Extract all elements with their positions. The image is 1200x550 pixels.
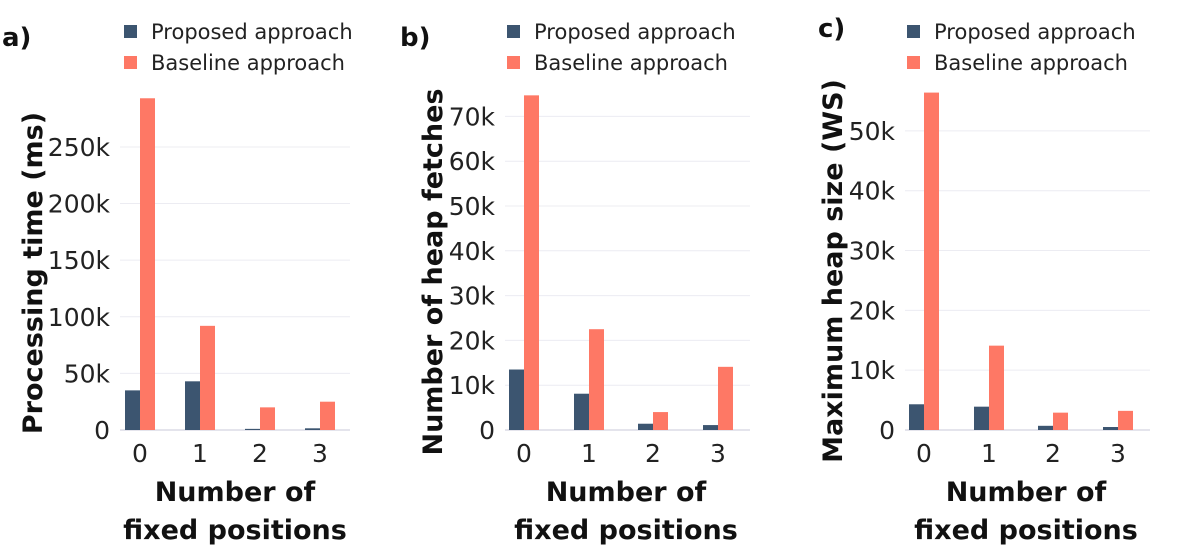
x-tick-label: 1 bbox=[981, 439, 997, 468]
bar-proposed bbox=[574, 393, 589, 430]
x-axis-label-line2: fixed positions bbox=[914, 515, 1138, 546]
y-axis-label: Maximum heap size (WS) bbox=[818, 79, 849, 463]
y-tick-label: 40k bbox=[849, 177, 896, 206]
x-tick-label: 2 bbox=[645, 439, 661, 468]
x-axis-label-line2: fixed positions bbox=[123, 515, 347, 546]
x-axis-label-line2: fixed positions bbox=[514, 515, 738, 546]
legend-label: Baseline approach bbox=[151, 51, 345, 75]
bar-proposed bbox=[185, 381, 200, 430]
y-tick-label: 100k bbox=[48, 303, 111, 332]
y-tick-label: 30k bbox=[449, 282, 496, 311]
y-axis-label: Processing time (ms) bbox=[18, 112, 49, 434]
x-tick-label: 2 bbox=[252, 439, 268, 468]
legend-swatch bbox=[907, 25, 920, 38]
x-tick-label: 3 bbox=[710, 439, 726, 468]
y-tick-label: 0 bbox=[94, 416, 110, 445]
panel-label: b) bbox=[400, 23, 431, 53]
panel-label: c) bbox=[818, 14, 845, 44]
bar-proposed bbox=[909, 404, 924, 430]
bar-proposed bbox=[509, 369, 524, 430]
legend-swatch bbox=[507, 25, 520, 38]
y-tick-label: 250k bbox=[48, 133, 111, 162]
y-tick-label: 20k bbox=[449, 326, 496, 355]
x-tick-label: 2 bbox=[1045, 439, 1061, 468]
legend-swatch bbox=[124, 25, 137, 38]
legend-label: Proposed approach bbox=[534, 20, 736, 44]
bar-baseline bbox=[140, 98, 155, 430]
y-axis-label: Number of heap fetches bbox=[418, 88, 449, 455]
y-tick-label: 50k bbox=[449, 192, 496, 221]
y-tick-label: 50k bbox=[64, 359, 111, 388]
y-tick-label: 70k bbox=[449, 102, 496, 131]
bar-baseline bbox=[718, 366, 733, 430]
y-tick-label: 150k bbox=[48, 246, 111, 275]
legend-label: Baseline approach bbox=[934, 51, 1128, 75]
bar-baseline bbox=[200, 325, 215, 430]
panel-label: a) bbox=[2, 23, 31, 53]
x-axis-label-line1: Number of bbox=[155, 477, 316, 508]
bar-proposed bbox=[305, 428, 320, 430]
legend-label: Proposed approach bbox=[934, 20, 1136, 44]
bar-proposed bbox=[703, 425, 718, 430]
bar-proposed bbox=[125, 390, 140, 430]
y-tick-label: 10k bbox=[449, 371, 496, 400]
bar-baseline bbox=[260, 407, 275, 430]
legend-label: Proposed approach bbox=[151, 20, 353, 44]
bar-baseline bbox=[1053, 412, 1068, 430]
x-tick-label: 1 bbox=[581, 439, 597, 468]
bar-baseline bbox=[1118, 410, 1133, 430]
bar-proposed bbox=[1038, 425, 1053, 430]
bar-baseline bbox=[989, 345, 1004, 430]
x-tick-label: 3 bbox=[1110, 439, 1126, 468]
legend-swatch bbox=[507, 56, 520, 69]
bar-proposed bbox=[638, 423, 653, 430]
x-axis-label-line1: Number of bbox=[946, 477, 1107, 508]
y-tick-label: 50k bbox=[849, 117, 896, 146]
bar-proposed bbox=[1103, 427, 1118, 430]
x-tick-label: 1 bbox=[192, 439, 208, 468]
bar-proposed bbox=[974, 406, 989, 430]
y-tick-label: 60k bbox=[449, 147, 496, 176]
bar-baseline bbox=[924, 92, 939, 430]
legend-swatch bbox=[907, 56, 920, 69]
bar-baseline bbox=[524, 95, 539, 431]
bar-baseline bbox=[653, 412, 668, 430]
x-tick-label: 3 bbox=[312, 439, 328, 468]
x-tick-label: 0 bbox=[516, 439, 532, 468]
x-axis-label-line1: Number of bbox=[546, 477, 707, 508]
y-tick-label: 10k bbox=[849, 356, 896, 385]
y-tick-label: 0 bbox=[479, 416, 495, 445]
y-tick-label: 20k bbox=[849, 296, 896, 325]
legend-swatch bbox=[124, 56, 137, 69]
legend-label: Baseline approach bbox=[534, 51, 728, 75]
y-tick-label: 30k bbox=[849, 237, 896, 266]
x-tick-label: 0 bbox=[916, 439, 932, 468]
y-tick-label: 200k bbox=[48, 190, 111, 219]
bar-proposed bbox=[245, 428, 260, 430]
y-tick-label: 0 bbox=[879, 416, 895, 445]
y-tick-label: 40k bbox=[449, 237, 496, 266]
bar-baseline bbox=[320, 401, 335, 430]
bar-baseline bbox=[589, 329, 604, 430]
x-tick-label: 0 bbox=[132, 439, 148, 468]
